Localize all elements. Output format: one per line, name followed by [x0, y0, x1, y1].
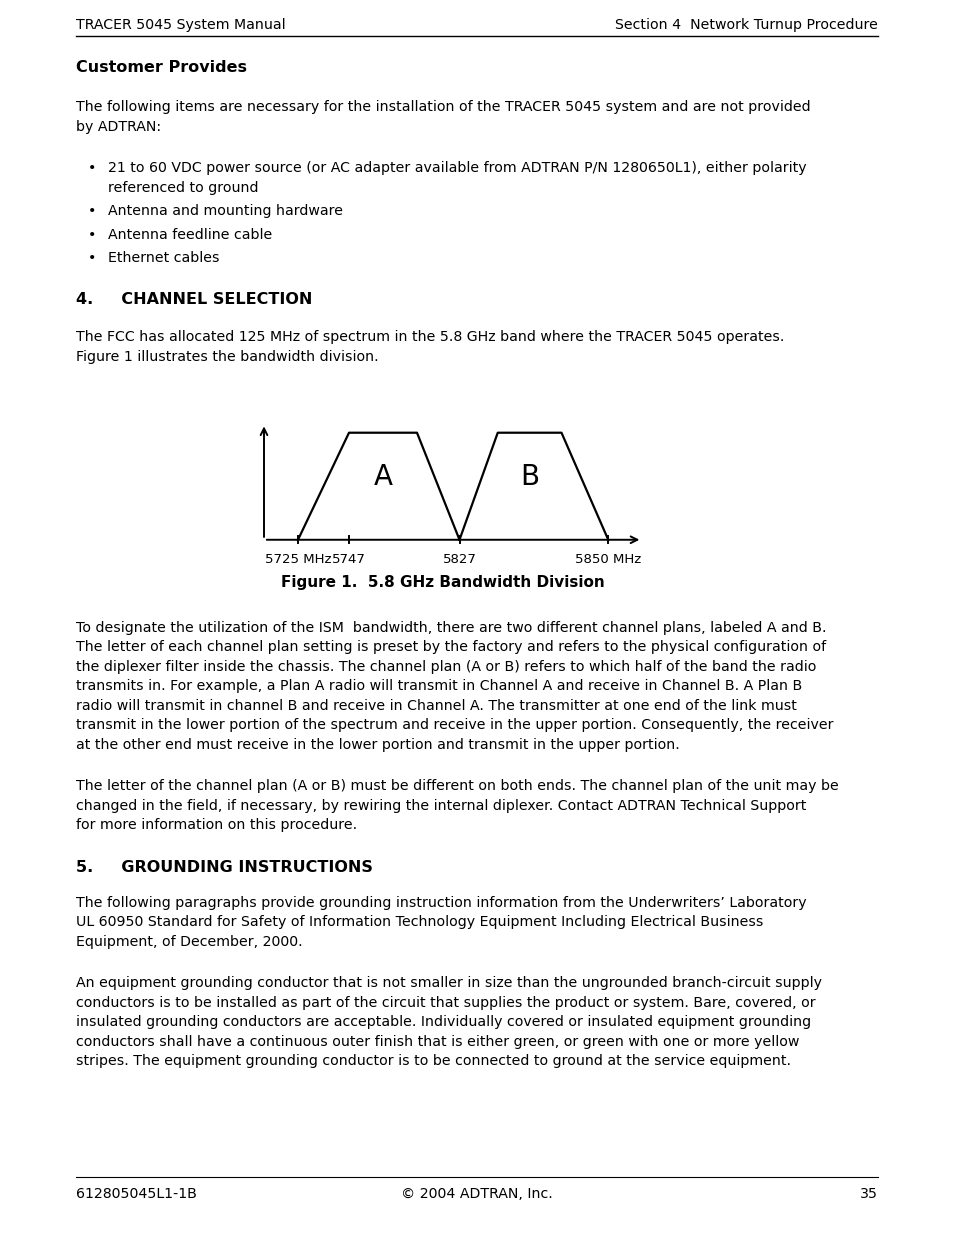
Text: The letter of each channel plan setting is preset by the factory and refers to t: The letter of each channel plan setting …: [76, 640, 825, 655]
Text: Figure 1.  5.8 GHz Bandwidth Division: Figure 1. 5.8 GHz Bandwidth Division: [280, 576, 604, 590]
Text: insulated grounding conductors are acceptable. Individually covered or insulated: insulated grounding conductors are accep…: [76, 1015, 810, 1029]
Text: UL 60950 Standard for Safety of Information Technology Equipment Including Elect: UL 60950 Standard for Safety of Informat…: [76, 915, 762, 929]
Text: Antenna and mounting hardware: Antenna and mounting hardware: [108, 204, 343, 219]
Text: 35: 35: [859, 1187, 877, 1200]
Text: conductors shall have a continuous outer finish that is either green, or green w: conductors shall have a continuous outer…: [76, 1035, 799, 1049]
Text: at the other end must receive in the lower portion and transmit in the upper por: at the other end must receive in the low…: [76, 737, 679, 752]
Text: 5850 MHz: 5850 MHz: [575, 553, 640, 566]
Text: •: •: [88, 161, 96, 175]
Text: •: •: [88, 204, 96, 219]
Text: transmit in the lower portion of the spectrum and receive in the upper portion. : transmit in the lower portion of the spe…: [76, 719, 833, 732]
Text: The letter of the channel plan (A or B) must be different on both ends. The chan: The letter of the channel plan (A or B) …: [76, 779, 838, 793]
Text: for more information on this procedure.: for more information on this procedure.: [76, 819, 356, 832]
Text: 5747: 5747: [332, 553, 366, 566]
Text: 4.     CHANNEL SELECTION: 4. CHANNEL SELECTION: [76, 293, 312, 308]
Text: 21 to 60 VDC power source (or AC adapter available from ADTRAN P/N 1280650L1), e: 21 to 60 VDC power source (or AC adapter…: [108, 161, 806, 175]
Text: transmits in. For example, a Plan A radio will transmit in Channel A and receive: transmits in. For example, a Plan A radi…: [76, 679, 801, 693]
Text: 5827: 5827: [442, 553, 476, 566]
Text: The FCC has allocated 125 MHz of spectrum in the 5.8 GHz band where the TRACER 5: The FCC has allocated 125 MHz of spectru…: [76, 330, 783, 345]
Text: An equipment grounding conductor that is not smaller in size than the ungrounded: An equipment grounding conductor that is…: [76, 976, 821, 990]
Text: •: •: [88, 251, 96, 266]
Text: Ethernet cables: Ethernet cables: [108, 251, 219, 266]
Text: To designate the utilization of the ISM  bandwidth, there are two different chan: To designate the utilization of the ISM …: [76, 621, 825, 635]
Text: A: A: [374, 463, 392, 492]
Text: by ADTRAN:: by ADTRAN:: [76, 120, 161, 133]
Text: Customer Provides: Customer Provides: [76, 61, 247, 75]
Text: TRACER 5045 System Manual: TRACER 5045 System Manual: [76, 19, 285, 32]
Text: 612805045L1-1B: 612805045L1-1B: [76, 1187, 196, 1200]
Text: Figure 1 illustrates the bandwidth division.: Figure 1 illustrates the bandwidth divis…: [76, 350, 378, 363]
Text: The following paragraphs provide grounding instruction information from the Unde: The following paragraphs provide groundi…: [76, 895, 806, 910]
Text: •: •: [88, 227, 96, 242]
Text: Equipment, of December, 2000.: Equipment, of December, 2000.: [76, 935, 302, 948]
Text: Section 4  Network Turnup Procedure: Section 4 Network Turnup Procedure: [615, 19, 877, 32]
Text: stripes. The equipment grounding conductor is to be connected to ground at the s: stripes. The equipment grounding conduct…: [76, 1055, 790, 1068]
Text: B: B: [519, 463, 538, 492]
Text: conductors is to be installed as part of the circuit that supplies the product o: conductors is to be installed as part of…: [76, 995, 815, 1010]
Text: 5725 MHz: 5725 MHz: [265, 553, 331, 566]
Text: 5.     GROUNDING INSTRUCTIONS: 5. GROUNDING INSTRUCTIONS: [76, 860, 373, 874]
Text: © 2004 ADTRAN, Inc.: © 2004 ADTRAN, Inc.: [400, 1187, 553, 1200]
Text: the diplexer filter inside the chassis. The channel plan (A or B) refers to whic: the diplexer filter inside the chassis. …: [76, 659, 816, 674]
Text: The following items are necessary for the installation of the TRACER 5045 system: The following items are necessary for th…: [76, 100, 810, 114]
Text: radio will transmit in channel B and receive in Channel A. The transmitter at on: radio will transmit in channel B and rec…: [76, 699, 796, 713]
Text: Antenna feedline cable: Antenna feedline cable: [108, 227, 272, 242]
Text: changed in the field, if necessary, by rewiring the internal diplexer. Contact A: changed in the field, if necessary, by r…: [76, 799, 805, 813]
Text: referenced to ground: referenced to ground: [108, 180, 258, 194]
